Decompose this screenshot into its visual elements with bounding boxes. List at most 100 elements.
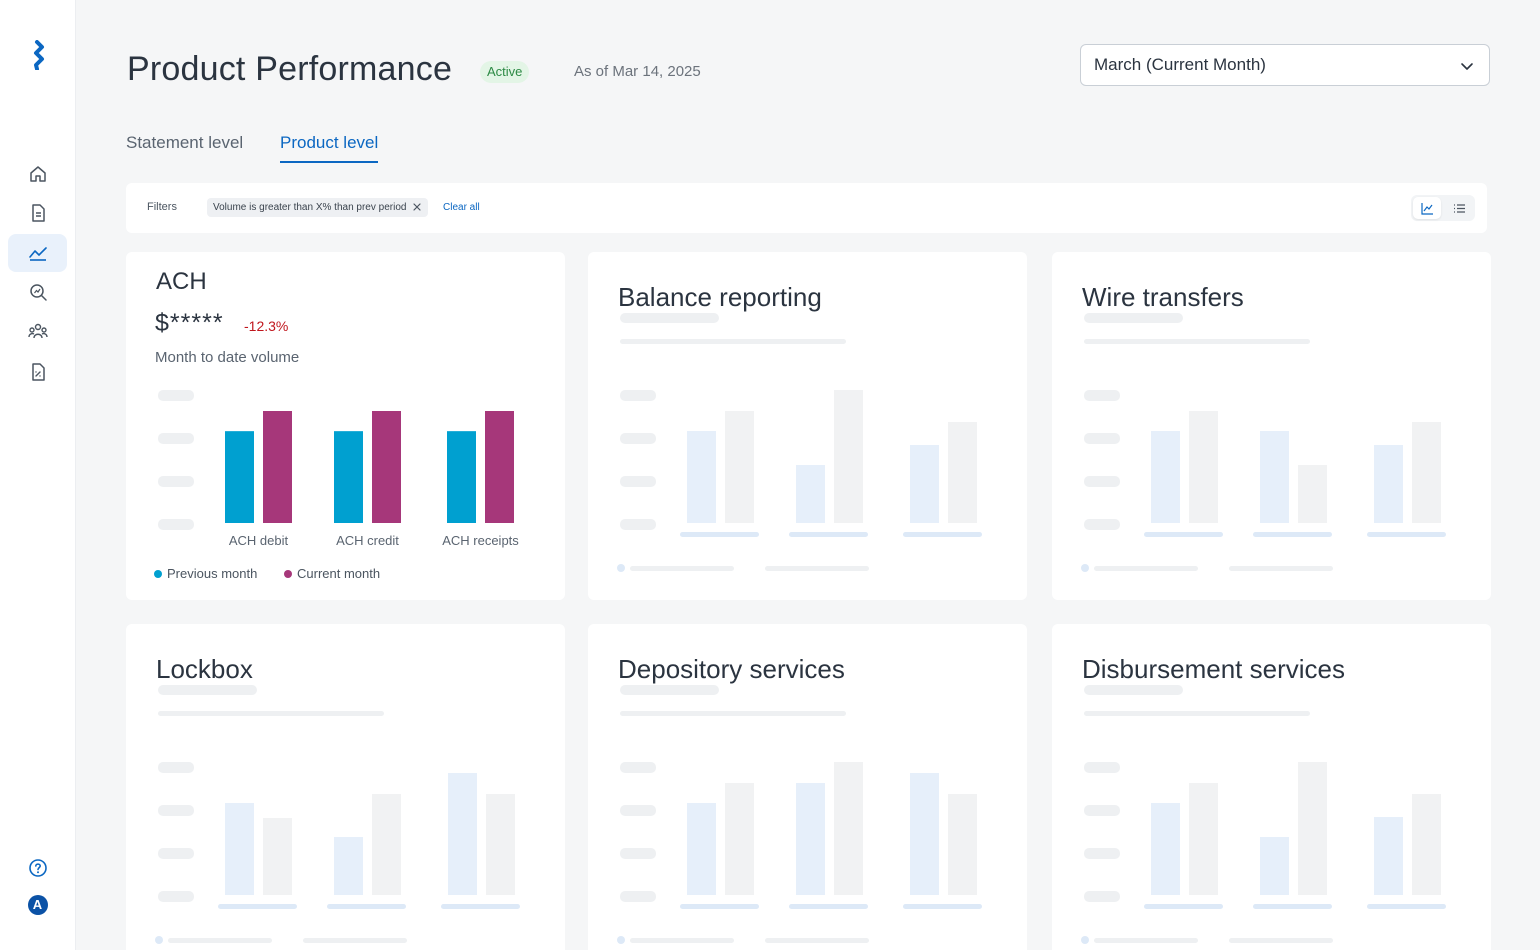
bar-placeholder: [1298, 762, 1327, 895]
baseline-placeholder: [1144, 532, 1223, 537]
title-placeholder: [1084, 313, 1183, 323]
bar-ach-receipts-current-month[interactable]: [485, 411, 514, 523]
legend-placeholder: [1094, 566, 1198, 571]
axis-placeholder: [158, 891, 194, 902]
card-title: Wire transfers: [1082, 282, 1244, 312]
bar-placeholder: [687, 803, 716, 895]
bar-placeholder: [225, 803, 254, 895]
bar-placeholder: [1151, 803, 1180, 895]
bar-placeholder: [725, 783, 754, 895]
period-select[interactable]: March (Current Month): [1080, 44, 1490, 86]
filter-chip[interactable]: Volume is greater than X% than prev peri…: [207, 198, 429, 217]
clear-all-link[interactable]: Clear all: [443, 202, 480, 213]
baseline-placeholder: [1367, 532, 1446, 537]
axis-placeholder: [620, 848, 656, 859]
product-card-depository-services[interactable]: Depository services: [588, 624, 1027, 950]
bar-ach-receipts-previous-month[interactable]: [447, 431, 476, 523]
subtitle-placeholder: [620, 339, 846, 344]
legend-placeholder: [1229, 566, 1333, 571]
filters-label: Filters: [147, 201, 177, 213]
ach-change-percent: -12.3%: [244, 318, 289, 334]
card-title: Lockbox: [156, 654, 253, 684]
bar-placeholder: [834, 762, 863, 895]
search-analytics-icon[interactable]: [8, 273, 67, 311]
axis-placeholder: [1084, 433, 1120, 444]
bar-placeholder: [1189, 783, 1218, 895]
baseline-placeholder: [441, 904, 520, 909]
bar-placeholder: [1260, 431, 1289, 523]
avatar[interactable]: A: [8, 886, 67, 924]
filter-bar: Filters Volume is greater than X% than p…: [126, 183, 1487, 233]
axis-placeholder: [1084, 519, 1120, 530]
bar-placeholder: [1412, 422, 1441, 523]
tab-product-level[interactable]: Product level: [280, 133, 379, 163]
subtitle-placeholder: [158, 711, 384, 716]
baseline-placeholder: [789, 904, 868, 909]
baseline-placeholder: [1253, 904, 1332, 909]
product-card-lockbox[interactable]: Lockbox: [126, 624, 565, 950]
axis-placeholder: [620, 519, 656, 530]
bar-placeholder: [1189, 411, 1218, 523]
title-placeholder: [620, 313, 719, 323]
chart-icon[interactable]: [8, 234, 67, 272]
line-chart-icon: [1420, 202, 1433, 215]
bar-placeholder: [834, 390, 863, 523]
bar-placeholder: [1412, 794, 1441, 895]
bar-placeholder: [1374, 445, 1403, 523]
list-icon: [1453, 203, 1465, 213]
axis-placeholder: [158, 805, 194, 816]
close-icon[interactable]: [412, 202, 422, 212]
axis-placeholder: [620, 805, 656, 816]
legend-dot-placeholder: [617, 564, 625, 572]
chart-view-button[interactable]: [1413, 197, 1441, 219]
chevron-down-icon: [1461, 63, 1473, 70]
baseline-placeholder: [789, 532, 868, 537]
bar-placeholder: [448, 773, 477, 895]
bar-placeholder: [910, 445, 939, 523]
list-view-button[interactable]: [1445, 197, 1473, 219]
axis-placeholder: [620, 433, 656, 444]
product-card-wire-transfers[interactable]: Wire transfers: [1052, 252, 1491, 600]
legend-placeholder: [765, 566, 869, 571]
card-title: Balance reporting: [618, 282, 822, 312]
report-icon[interactable]: [8, 353, 67, 391]
legend-label-previous: Previous month: [167, 566, 258, 581]
home-icon[interactable]: [8, 155, 67, 193]
product-card-disbursement-services[interactable]: Disbursement services: [1052, 624, 1491, 950]
subtitle-placeholder: [1084, 711, 1310, 716]
baseline-placeholder: [680, 904, 759, 909]
legend-dot-previous: [154, 569, 162, 578]
users-icon[interactable]: [8, 312, 67, 350]
bar-placeholder: [372, 794, 401, 895]
axis-placeholder: [158, 848, 194, 859]
card-title: ACH: [156, 268, 207, 295]
legend-placeholder: [168, 938, 272, 943]
bar-placeholder: [796, 465, 825, 523]
bar-placeholder: [948, 794, 977, 895]
tab-statement-level[interactable]: Statement level: [126, 133, 244, 152]
card-title: Disbursement services: [1082, 654, 1345, 684]
bar-placeholder: [910, 773, 939, 895]
axis-placeholder: [158, 519, 194, 530]
view-toggle: [1411, 195, 1475, 221]
axis-placeholder: [620, 390, 656, 401]
axis-placeholder: [1084, 390, 1120, 401]
axis-placeholder: [158, 762, 194, 773]
bar-ach-credit-current-month[interactable]: [372, 411, 401, 523]
help-icon[interactable]: [8, 849, 67, 887]
product-card-balance-reporting[interactable]: Balance reporting: [588, 252, 1027, 600]
legend-current-month: Current month: [284, 566, 380, 581]
axis-placeholder: [1084, 848, 1120, 859]
logo-icon[interactable]: [29, 40, 47, 70]
bar-ach-debit-previous-month[interactable]: [225, 431, 254, 523]
status-badge: Active: [480, 61, 530, 83]
document-icon[interactable]: [8, 194, 67, 232]
axis-placeholder: [620, 762, 656, 773]
bar-ach-credit-previous-month[interactable]: [334, 431, 363, 523]
avatar-initial: A: [27, 895, 48, 915]
product-card-ach[interactable]: ACH $***** -12.3% Month to date volume A…: [126, 252, 565, 600]
ach-subtitle: Month to date volume: [155, 349, 300, 366]
ach-volume-value: $*****: [155, 309, 224, 337]
bar-ach-debit-current-month[interactable]: [263, 411, 292, 523]
bar-placeholder: [486, 794, 515, 895]
